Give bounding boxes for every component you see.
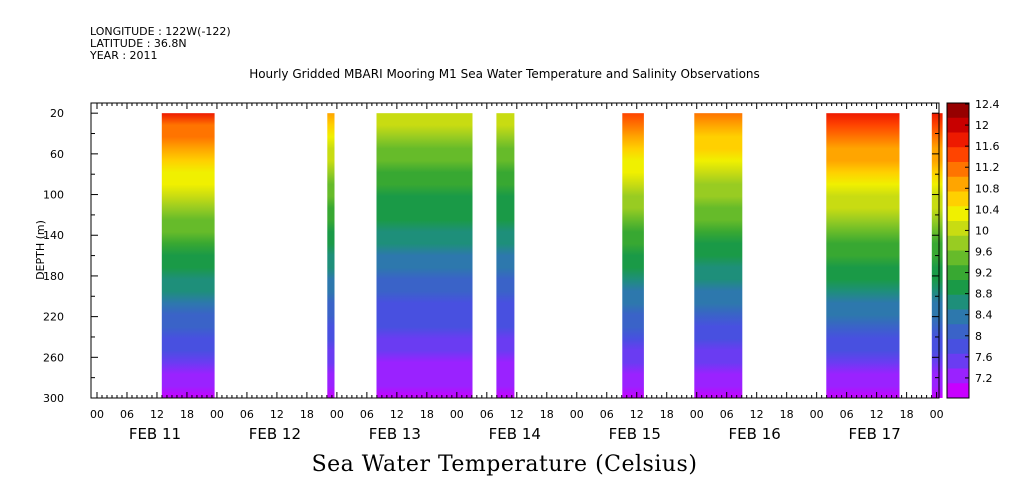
- colorbar-swatch: [947, 221, 969, 237]
- colorbar-swatch: [947, 383, 969, 399]
- colorbar-swatch: [947, 103, 969, 119]
- colorbar-label: 7.6: [975, 351, 993, 364]
- x-tick-label: 00: [690, 408, 704, 421]
- y-tick-label: 100: [43, 189, 64, 202]
- colorbar-swatch: [947, 353, 969, 369]
- x-tick-label: 18: [900, 408, 914, 421]
- x-tick-label: 06: [600, 408, 614, 421]
- colorbar-label: 8.8: [975, 288, 993, 301]
- x-tick-label: 18: [420, 408, 434, 421]
- x-day-label: FEB 13: [369, 425, 421, 443]
- x-tick-label: 00: [450, 408, 464, 421]
- plot-frame: [90, 102, 940, 399]
- y-tick-label: 220: [43, 311, 64, 324]
- x-tick-label: 12: [270, 408, 284, 421]
- colorbar-swatch: [947, 368, 969, 384]
- x-tick-label: 00: [810, 408, 824, 421]
- x-tick-label: 18: [780, 408, 794, 421]
- colorbar-swatch: [947, 265, 969, 281]
- data-segments: [161, 113, 943, 398]
- variable-title: Sea Water Temperature (Celsius): [311, 452, 698, 477]
- y-tick-label: 260: [43, 351, 64, 364]
- x-tick-label: 06: [360, 408, 374, 421]
- x-tick-label: 12: [150, 408, 164, 421]
- x-day-label: FEB 16: [729, 425, 781, 443]
- y-tick-label: 60: [50, 148, 64, 161]
- data-segment: [496, 113, 515, 398]
- x-tick-label: 12: [870, 408, 884, 421]
- x-tick-label: 12: [510, 408, 524, 421]
- colorbar-swatch: [947, 294, 969, 310]
- colorbar-swatch: [947, 339, 969, 355]
- x-tick-label: 12: [750, 408, 764, 421]
- x-axis: 00 06 12 18 00 06 12 18 00 06 12 18 00 06 12 18 00 06 12 18…: [90, 103, 944, 443]
- colorbar-swatch: [947, 250, 969, 266]
- x-day-label: FEB 15: [609, 425, 661, 443]
- x-tick-label: 18: [660, 408, 674, 421]
- colorbar-label: 7.2: [975, 372, 993, 385]
- data-segment: [161, 113, 215, 398]
- chart-title: Hourly Gridded MBARI Mooring M1 Sea Wate…: [249, 67, 760, 81]
- colorbar: 12.4 12 11.6 11.2 10.8 10.4 10 9.6 9.2 8.8 8.4 8 7.6…: [946, 98, 1000, 399]
- x-tick-label: 18: [300, 408, 314, 421]
- colorbar-swatch: [947, 162, 969, 178]
- data-segment: [826, 113, 900, 398]
- colorbar-label: 9.6: [975, 246, 993, 259]
- y-axis-label: DEPTH (m): [34, 220, 47, 280]
- colorbar-swatch: [947, 280, 969, 296]
- colorbar-label: 9.2: [975, 267, 993, 280]
- latitude-label: LATITUDE : 36.8N: [90, 37, 187, 50]
- colorbar-label: 8.4: [975, 309, 993, 322]
- y-tick-label: 180: [43, 270, 64, 283]
- x-tick-label: 06: [720, 408, 734, 421]
- y-tick-label: 20: [50, 107, 64, 120]
- colorbar-label: 11.2: [975, 161, 1000, 174]
- x-tick-label: 06: [120, 408, 134, 421]
- x-tick-label: 00: [330, 408, 344, 421]
- x-tick-label: 18: [540, 408, 554, 421]
- x-tick-label: 06: [840, 408, 854, 421]
- colorbar-swatch: [947, 309, 969, 325]
- longitude-label: LONGITUDE : 122W(-122): [90, 25, 231, 38]
- x-tick-label: 12: [630, 408, 644, 421]
- colorbar-label: 12: [975, 119, 989, 132]
- y-tick-label: 300: [43, 392, 64, 405]
- colorbar-swatch: [947, 117, 969, 133]
- colorbar-label: 12.4: [975, 98, 1000, 111]
- x-tick-label: 00: [210, 408, 224, 421]
- x-tick-label: 00: [90, 408, 104, 421]
- colorbar-swatch: [947, 324, 969, 340]
- colorbar-frame: [946, 102, 970, 399]
- x-tick-label: 18: [180, 408, 194, 421]
- data-segment: [376, 113, 473, 398]
- colorbar-swatch: [947, 147, 969, 163]
- colorbar-label: 10: [975, 224, 989, 237]
- x-tick-label: 00: [930, 408, 944, 421]
- x-day-label: FEB 17: [848, 425, 900, 443]
- colorbar-swatch: [947, 206, 969, 222]
- colorbar-swatch: [947, 235, 969, 251]
- x-tick-label: 12: [390, 408, 404, 421]
- colorbar-swatch: [947, 132, 969, 148]
- data-segment: [622, 113, 644, 398]
- colorbar-swatch: [947, 191, 969, 207]
- x-tick-label: 00: [570, 408, 584, 421]
- y-axis: 20 60 100 140 180 220 260 300: [43, 107, 939, 405]
- colorbar-label: 11.6: [975, 140, 1000, 153]
- x-day-label: FEB 11: [129, 425, 181, 443]
- colorbar-swatch: [947, 176, 969, 192]
- x-day-label: FEB 14: [489, 425, 541, 443]
- data-segment: [694, 113, 743, 398]
- colorbar-label: 10.8: [975, 182, 1000, 195]
- y-tick-label: 140: [43, 229, 64, 242]
- x-tick-label: 06: [240, 408, 254, 421]
- x-day-label: FEB 12: [249, 425, 301, 443]
- year-label: YEAR : 2011: [90, 49, 158, 62]
- colorbar-label: 8: [975, 330, 982, 343]
- data-segment: [327, 113, 335, 398]
- x-tick-label: 06: [480, 408, 494, 421]
- colorbar-label: 10.4: [975, 203, 1000, 216]
